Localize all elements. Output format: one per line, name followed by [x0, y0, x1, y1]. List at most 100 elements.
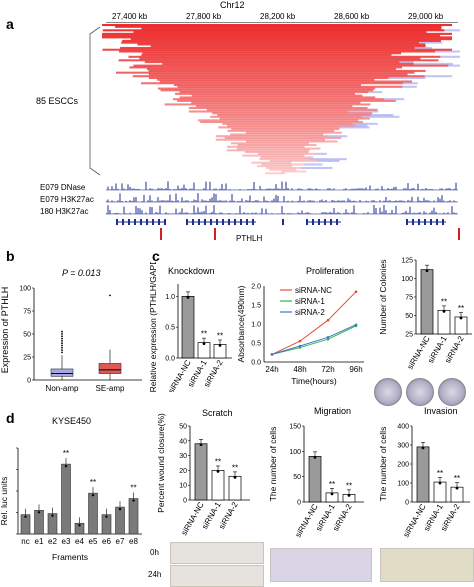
data-point: [37, 511, 41, 514]
chart-title: Migration: [314, 406, 351, 416]
escc-group-label: 85 ESCCs: [36, 96, 79, 106]
y-axis-label: Number of Colonies: [378, 259, 388, 334]
exon: [192, 219, 194, 225]
colony-dish: [438, 378, 466, 406]
heatmap-row: [121, 41, 419, 44]
y-tick-label: 1.0: [165, 294, 175, 301]
data-point: [186, 295, 190, 299]
heatmap-row: [122, 39, 441, 42]
bar: [416, 446, 430, 503]
legend-label: siRNA-1: [295, 297, 325, 306]
data-point: [91, 493, 95, 497]
heatmap-loss: [399, 61, 414, 64]
data-point: [233, 475, 237, 479]
legend-label: siRNA-2: [295, 308, 325, 317]
heatmap-row: [256, 165, 293, 168]
significance-mark: **: [458, 304, 464, 313]
heatmap-row: [132, 75, 425, 78]
y-tick-label: 0: [297, 500, 301, 507]
heatmap-row: [172, 98, 385, 101]
track-label: E079 H3K27ac: [40, 195, 94, 204]
p-value: P = 0.013: [62, 268, 101, 278]
heatmap-row: [128, 55, 441, 58]
panel-c-letter: c: [152, 248, 160, 264]
significance-mark: **: [329, 480, 335, 489]
bar: [88, 492, 98, 535]
gene-annotation: [116, 219, 460, 240]
heatmap-row: [257, 152, 316, 155]
heatmap-row: [265, 172, 285, 175]
heatmap-row: [261, 163, 305, 166]
heatmap-row: [265, 166, 302, 170]
heatmap-loss: [402, 85, 417, 88]
heatmap-row: [177, 85, 403, 88]
y-tick-label: 50: [293, 474, 301, 481]
enhancer-mark: [214, 228, 216, 240]
significance-mark: **: [215, 457, 221, 466]
heatmap-row: [177, 99, 396, 102]
x-tick-label: e6: [102, 537, 111, 546]
heatmap-row: [148, 69, 426, 72]
heatmap-row: [231, 128, 340, 131]
y-axis-label: Percent wound closure(%): [156, 413, 166, 513]
heatmap-row: [118, 50, 436, 53]
outlier: [61, 342, 63, 345]
heatmap-row: [159, 80, 413, 83]
heatmap-loss: [304, 163, 323, 166]
heatmap-row: [197, 119, 359, 122]
heatmap-row: [144, 61, 400, 64]
exon: [406, 219, 408, 225]
data-point: [216, 470, 220, 473]
y-axis-label: The number of cells: [378, 427, 388, 502]
heatmap-row: [120, 46, 415, 50]
heatmap-row: [260, 156, 314, 159]
y-tick-label: 200: [397, 462, 409, 469]
series-line: [271, 291, 357, 355]
y-tick-label: 10: [179, 483, 187, 490]
heatmap-row: [142, 52, 402, 55]
outlier: [61, 333, 63, 335]
data-point: [24, 515, 27, 518]
heatmap-loss: [352, 122, 378, 125]
tick-label: 28,200 kb: [260, 12, 296, 21]
heatmap-row: [102, 32, 452, 35]
chromosome-label: Chr12: [220, 0, 245, 10]
x-tick-label: e3: [62, 537, 71, 546]
heatmap-row: [188, 110, 349, 113]
heatmap-loss: [418, 41, 443, 44]
x-tick-label: siRNA-NC: [401, 502, 427, 539]
b-ylabel: Expression of PTHLH: [0, 287, 10, 374]
scratch-image-24h: [170, 565, 264, 587]
significance-mark: **: [217, 332, 223, 341]
exon: [252, 219, 254, 225]
y-tick-label: 2.0: [251, 284, 261, 291]
heatmap-row: [102, 24, 452, 27]
outlier: [61, 340, 63, 342]
panel-a-letter: a: [6, 16, 14, 32]
x-tick-label: 96h: [349, 365, 362, 374]
x-tick-label: e7: [116, 537, 125, 546]
x-tick-label: Non-amp: [46, 384, 79, 393]
significance-mark: **: [232, 463, 238, 472]
heatmap-row: [164, 103, 371, 106]
x-tick-label: siRNA-NC: [293, 502, 319, 539]
outlier: [61, 349, 63, 351]
heatmap-row: [195, 105, 353, 108]
luciferase-chart: Rel. luc units nc e1 e2 e3 ** e4 e5 ** e6 e7 e8 ** Fr…: [0, 447, 142, 562]
heatmap-row: [141, 27, 442, 30]
heatmap-loss: [384, 98, 405, 101]
heatmap-row: [191, 101, 361, 104]
y-axis-label: Absorbance(490nm): [236, 285, 246, 362]
data-point: [438, 481, 442, 485]
exon: [140, 219, 142, 225]
heatmap-row: [215, 138, 325, 141]
heatmap-loss: [444, 29, 460, 32]
series-point: [326, 336, 330, 339]
data-point: [425, 269, 429, 273]
heatmap-row: [157, 87, 376, 90]
exon: [128, 219, 130, 225]
invasion-image: [380, 548, 474, 582]
tick-label: 29,000 kb: [408, 12, 444, 21]
gene-label: PTHLH: [236, 234, 263, 243]
